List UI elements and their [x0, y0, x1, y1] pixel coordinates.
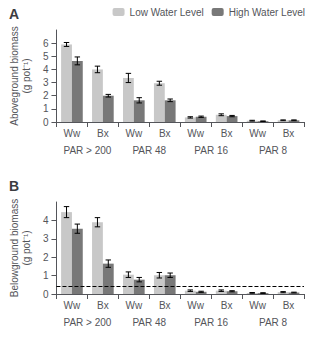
svg-text:4: 4	[43, 64, 49, 75]
svg-text:Ww: Ww	[187, 128, 204, 139]
svg-text:2: 2	[43, 252, 49, 263]
svg-text:Ww: Ww	[64, 128, 81, 139]
svg-text:PAR > 200: PAR > 200	[63, 145, 111, 156]
svg-text:Bx: Bx	[97, 300, 109, 311]
svg-text:Ww: Ww	[249, 300, 266, 311]
svg-text:Bx: Bx	[283, 128, 295, 139]
svg-text:6: 6	[43, 38, 49, 49]
svg-text:High Water Level: High Water Level	[229, 7, 305, 18]
svg-text:Bx: Bx	[221, 300, 233, 311]
svg-text:A: A	[9, 6, 19, 22]
svg-text:3: 3	[43, 233, 49, 244]
svg-text:Bx: Bx	[221, 128, 233, 139]
svg-text:PAR 8: PAR 8	[259, 145, 288, 156]
svg-text:4: 4	[43, 215, 49, 226]
svg-text:Bx: Bx	[283, 300, 295, 311]
svg-text:5: 5	[43, 51, 49, 62]
svg-text:Ww: Ww	[125, 128, 142, 139]
svg-text:PAR 16: PAR 16	[194, 317, 228, 328]
svg-text:PAR > 200: PAR > 200	[63, 317, 111, 328]
svg-text:Bx: Bx	[97, 128, 109, 139]
svg-text:B: B	[9, 178, 19, 194]
svg-text:(g pot⁻¹): (g pot⁻¹)	[21, 230, 32, 265]
svg-text:0: 0	[43, 289, 49, 300]
svg-text:PAR 48: PAR 48	[132, 317, 166, 328]
svg-text:Bx: Bx	[159, 300, 171, 311]
svg-text:0: 0	[43, 117, 49, 128]
svg-text:PAR 48: PAR 48	[132, 145, 166, 156]
svg-text:Ww: Ww	[125, 300, 142, 311]
svg-text:Ww: Ww	[249, 128, 266, 139]
svg-text:Ww: Ww	[187, 300, 204, 311]
svg-text:(g pot⁻¹): (g pot⁻¹)	[21, 58, 32, 93]
svg-text:Aboveground biomass: Aboveground biomass	[9, 26, 20, 126]
svg-text:Ww: Ww	[64, 300, 81, 311]
svg-text:3: 3	[43, 77, 49, 88]
svg-text:1: 1	[43, 103, 49, 114]
svg-text:Low Water Level: Low Water Level	[130, 7, 204, 18]
svg-text:PAR 8: PAR 8	[259, 317, 288, 328]
svg-text:PAR 16: PAR 16	[194, 145, 228, 156]
svg-text:2: 2	[43, 90, 49, 101]
svg-text:1: 1	[43, 270, 49, 281]
svg-text:Bx: Bx	[159, 128, 171, 139]
svg-text:Belowground biomass: Belowground biomass	[9, 199, 20, 297]
